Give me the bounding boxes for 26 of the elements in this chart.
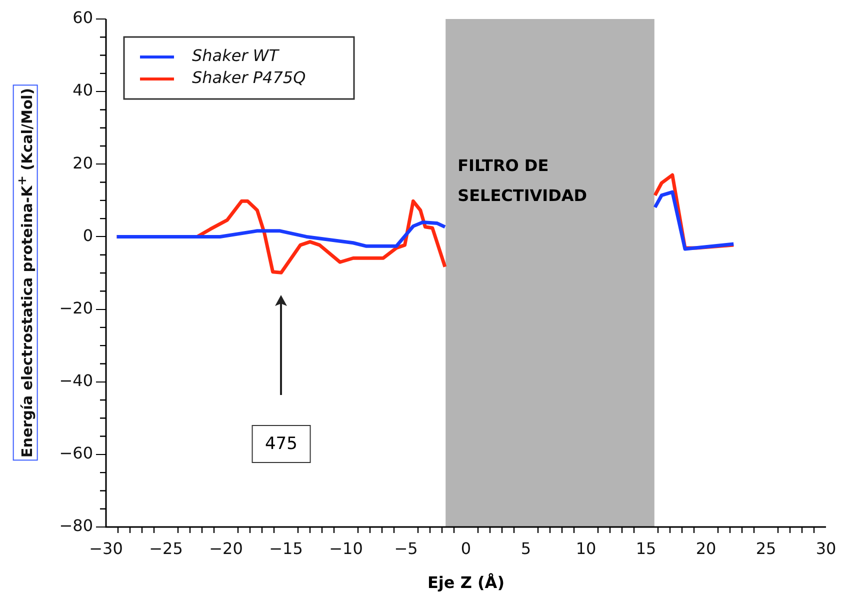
y-tick-label: −40: [59, 371, 93, 390]
y-tick-label: 0: [82, 226, 93, 245]
y-tick-label: −80: [59, 516, 93, 536]
x-tick-label: −25: [149, 538, 183, 558]
x-tick-label: 15: [636, 538, 656, 558]
x-tick-label: 0: [460, 538, 472, 558]
y-tick-label: 60: [72, 8, 93, 28]
x-tick-label: 30: [816, 538, 836, 558]
y-tick-label: −20: [59, 298, 93, 318]
y-tick-label: −60: [59, 444, 93, 463]
y-tick-label: 20: [72, 153, 93, 172]
x-tick-label: 5: [520, 538, 532, 558]
x-tick-label: 20: [696, 538, 716, 558]
x-tick-label: −30: [89, 538, 123, 558]
x-tick-label: 25: [756, 538, 776, 558]
x-tick-label: 10: [576, 538, 596, 558]
x-tick-label: −15: [269, 538, 303, 558]
x-tick-label: −10: [329, 538, 363, 558]
x-tick-label: −20: [209, 538, 243, 558]
annotation: 475: [252, 424, 310, 463]
y-tick-label: 40: [72, 80, 93, 100]
x-tick-label: −5: [394, 538, 418, 558]
band-label: FILTRO DE SELECTIVIDAD: [458, 156, 588, 205]
x-axis-title: Eje Z (Å): [426, 573, 506, 592]
legend-label: Shaker WT: [192, 46, 280, 66]
legend-label: Shaker P475Q: [192, 68, 306, 88]
